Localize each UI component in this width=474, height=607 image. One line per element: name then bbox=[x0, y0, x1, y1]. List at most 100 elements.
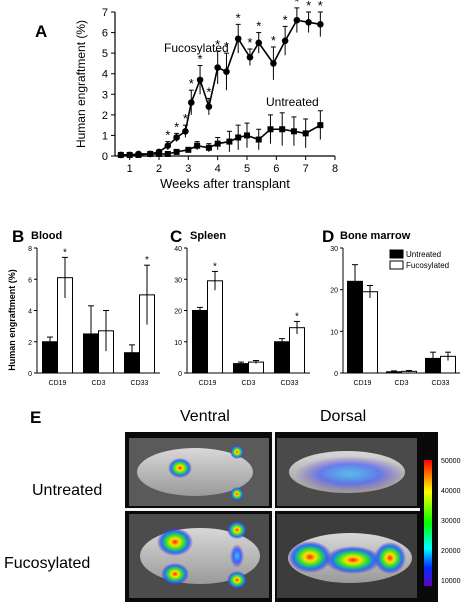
significance-star: * bbox=[145, 255, 149, 266]
significance-star: * bbox=[189, 76, 194, 91]
y-tick-label: 40 bbox=[174, 246, 182, 253]
significance-star: * bbox=[247, 35, 252, 50]
x-tick-label: 1 bbox=[127, 163, 133, 175]
y-tick-label: 3 bbox=[102, 89, 108, 101]
series-line-untreated bbox=[120, 124, 321, 156]
blood-bar-chart: 0 2 4 6 8 * CD19 CD3 * CD33 bbox=[28, 246, 160, 387]
x-tick-label: 4 bbox=[215, 163, 221, 175]
intensity-colorbar bbox=[424, 460, 432, 586]
dorsal-label: Dorsal bbox=[320, 408, 367, 425]
data-point bbox=[235, 134, 242, 141]
signal-spot bbox=[168, 458, 192, 478]
data-point bbox=[117, 151, 124, 158]
data-point bbox=[290, 128, 297, 135]
data-point bbox=[182, 128, 189, 135]
data-point bbox=[226, 138, 233, 145]
data-point bbox=[135, 151, 142, 158]
y-tick-label: 0 bbox=[334, 371, 338, 378]
y-tick-label: 0 bbox=[102, 151, 108, 163]
significance-star: * bbox=[183, 111, 188, 126]
data-point bbox=[214, 64, 221, 71]
data-point bbox=[270, 60, 277, 67]
colorbar-tick: 40000 bbox=[441, 488, 461, 495]
data-point bbox=[185, 146, 192, 153]
significance-star: * bbox=[165, 128, 170, 143]
x-tick-label: 6 bbox=[273, 163, 279, 175]
x-tick-label: 5 bbox=[244, 163, 250, 175]
ventral-label: Ventral bbox=[180, 408, 230, 425]
data-point bbox=[156, 150, 162, 157]
significance-star: * bbox=[224, 39, 229, 54]
data-point bbox=[223, 68, 230, 75]
y-tick-label: 6 bbox=[102, 28, 108, 40]
legend-label: Untreated bbox=[406, 250, 441, 259]
signal-spot bbox=[230, 445, 244, 459]
bar bbox=[289, 327, 305, 374]
data-point bbox=[164, 142, 172, 150]
data-point bbox=[126, 151, 133, 158]
significance-star: * bbox=[206, 84, 211, 99]
data-point bbox=[205, 103, 213, 110]
signal-spot bbox=[288, 541, 332, 573]
y-tick-label: 10 bbox=[174, 340, 182, 347]
x-tick-label: 2 bbox=[156, 163, 162, 175]
data-point bbox=[317, 122, 324, 129]
data-point bbox=[267, 126, 274, 133]
significance-star: * bbox=[198, 51, 203, 66]
panel-letter-d: D bbox=[322, 227, 335, 246]
category-label: CD33 bbox=[432, 380, 450, 387]
row-label-fucosylated: Fucosylated bbox=[4, 555, 91, 572]
signal-spot bbox=[227, 521, 247, 539]
data-point bbox=[214, 140, 221, 147]
category-label: CD19 bbox=[354, 380, 372, 387]
significance-star: * bbox=[236, 10, 241, 25]
panel-letter-c: C bbox=[170, 227, 183, 246]
mouse-images bbox=[125, 432, 432, 602]
significance-star: * bbox=[63, 247, 67, 258]
signal-spot bbox=[161, 563, 189, 585]
colorbar-ticks: 50000 40000 30000 20000 10000 bbox=[441, 458, 474, 588]
data-point bbox=[305, 18, 312, 26]
data-point bbox=[205, 144, 212, 151]
bar bbox=[207, 280, 223, 374]
y-tick-label: 6 bbox=[28, 277, 32, 284]
bar bbox=[192, 310, 208, 374]
signal-spot bbox=[230, 487, 244, 501]
panel-letter-e: E bbox=[30, 408, 42, 427]
panel-title-blood: Blood bbox=[31, 230, 63, 242]
significance-star: * bbox=[256, 19, 261, 34]
significance-star: * bbox=[174, 119, 179, 134]
y-tick-label: 4 bbox=[102, 69, 108, 81]
legend-swatch bbox=[389, 260, 404, 270]
legend-label: Fucosylated bbox=[406, 261, 449, 270]
data-point bbox=[164, 150, 171, 157]
signal-spot bbox=[157, 528, 193, 556]
y-tick-label: 20 bbox=[174, 309, 182, 316]
y-tick-label: 1 bbox=[102, 130, 108, 142]
x-tick-label: 3 bbox=[185, 163, 191, 175]
bar bbox=[274, 341, 290, 374]
data-point bbox=[147, 150, 154, 157]
bar bbox=[248, 361, 264, 374]
y-tick-label: 0 bbox=[178, 371, 182, 378]
category-label: CD3 bbox=[241, 380, 255, 387]
y-tick-label: 8 bbox=[28, 246, 32, 253]
legend-swatch bbox=[389, 249, 404, 259]
panel-title-spleen: Spleen bbox=[190, 230, 227, 242]
category-label: CD19 bbox=[49, 380, 67, 387]
significance-star: * bbox=[318, 0, 323, 13]
data-point bbox=[194, 142, 201, 149]
y-tick-label: 20 bbox=[330, 288, 338, 295]
data-point bbox=[255, 136, 262, 143]
signal-spot bbox=[325, 546, 381, 574]
significance-star: * bbox=[294, 0, 299, 9]
significance-star: * bbox=[283, 12, 288, 27]
bar bbox=[362, 291, 378, 374]
y-tick-label: 30 bbox=[330, 246, 338, 253]
x-axis-label: Weeks after transplant bbox=[160, 176, 290, 191]
data-point bbox=[317, 21, 324, 28]
bioluminescence-image-grid bbox=[125, 432, 438, 602]
colorbar-tick: 50000 bbox=[441, 458, 461, 465]
horizontal-divider bbox=[125, 508, 420, 511]
spleen-bar-chart: 0 10 20 30 40 * CD19 CD3 * CD33 bbox=[174, 246, 310, 387]
